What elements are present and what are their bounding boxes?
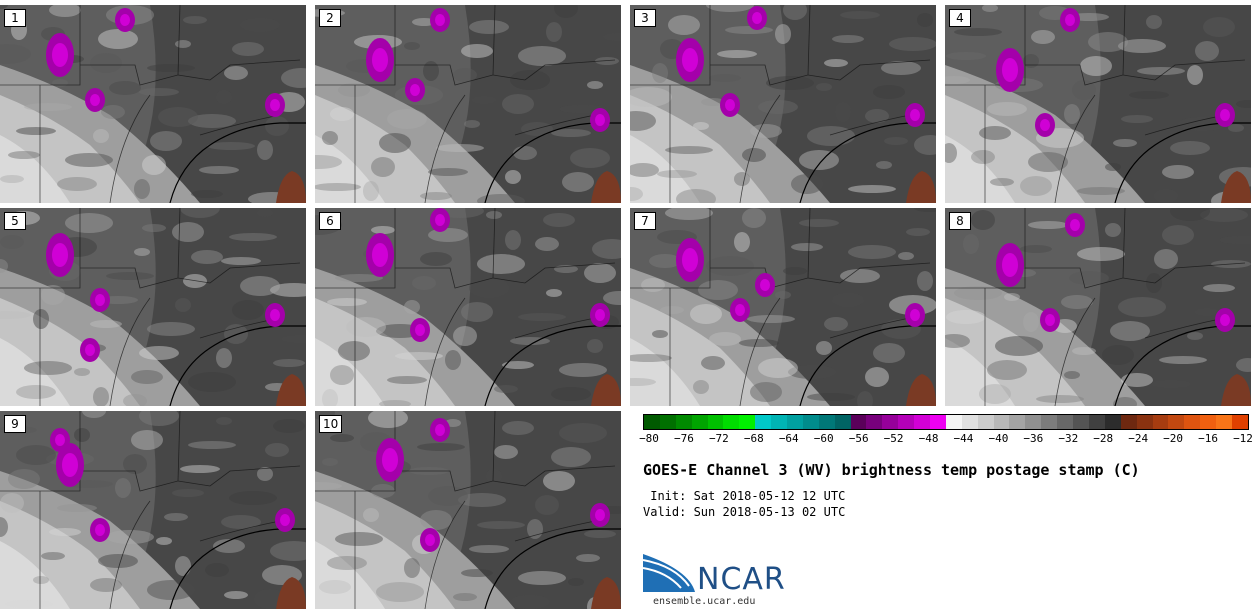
colorbar-segment — [850, 415, 867, 429]
colorbar-tick-label: −36 — [1023, 432, 1044, 445]
colorbar-segment — [755, 415, 772, 429]
colorbar-tick-label: −48 — [918, 432, 939, 445]
colorbar-segment — [818, 415, 835, 429]
panel-number: 4 — [949, 9, 971, 27]
panel-number: 8 — [949, 212, 971, 230]
figure-title: GOES-E Channel 3 (WV) brightness temp po… — [643, 461, 1140, 479]
water-vapor-map — [0, 5, 306, 203]
water-vapor-map — [630, 5, 936, 203]
colorbar-segment — [834, 415, 851, 429]
colorbar-segment — [739, 415, 756, 429]
ncar-logo-icon — [643, 554, 695, 592]
postage-stamp-panel: 8 — [945, 208, 1251, 406]
colorbar-segment — [882, 415, 899, 429]
colorbar-tick-label: −20 — [1163, 432, 1184, 445]
colorbar-segment — [1073, 415, 1089, 429]
ncar-url: ensemble.ucar.edu — [653, 596, 756, 607]
colorbar-segment — [1088, 415, 1105, 429]
colorbar-tick-label: −76 — [674, 432, 694, 445]
postage-stamp-panel: 7 — [630, 208, 936, 406]
colorbar-tick-label: −44 — [953, 432, 974, 445]
postage-stamp-panel: 4 — [945, 5, 1251, 203]
colorbar — [643, 414, 1249, 430]
colorbar-segment — [1104, 415, 1121, 429]
colorbar-segment — [1136, 415, 1153, 429]
valid-time: Valid: Sun 2018-05-13 02 UTC — [643, 505, 846, 519]
colorbar-segment — [1057, 415, 1074, 429]
colorbar-segment — [675, 415, 692, 429]
panel-number: 1 — [4, 9, 26, 27]
colorbar-segment — [945, 415, 962, 429]
water-vapor-map — [315, 5, 621, 203]
colorbar-segment — [1200, 415, 1217, 429]
colorbar-segment — [961, 415, 978, 429]
colorbar-tick-label: −68 — [743, 432, 764, 445]
colorbar-segment — [1168, 415, 1185, 429]
panel-number: 10 — [319, 415, 343, 433]
panel-number: 6 — [319, 212, 341, 230]
colorbar-segment — [802, 415, 819, 429]
colorbar-tick-label: −12 — [1233, 432, 1253, 445]
colorbar-segment — [1152, 415, 1169, 429]
postage-stamp-panel: 3 — [630, 5, 936, 203]
water-vapor-map — [315, 411, 621, 609]
colorbar-tick-label: −56 — [848, 432, 869, 445]
colorbar-tick-labels: −80 −76 −72 −68 −64 −60 −56 −52 −48 −44 −40 −36 −32 −… — [639, 432, 1253, 446]
colorbar-segment — [1184, 415, 1201, 429]
water-vapor-map — [630, 208, 936, 406]
colorbar-segment — [930, 415, 946, 429]
colorbar-tick-label: −60 — [813, 432, 834, 445]
colorbar-tick-label: −16 — [1198, 432, 1218, 445]
colorbar-segment — [659, 415, 676, 429]
colorbar-segment — [993, 415, 1010, 429]
colorbar-segment — [866, 415, 883, 429]
colorbar-segment — [644, 415, 660, 429]
postage-stamp-panel: 9 — [0, 411, 306, 609]
postage-stamp-panel: 1 — [0, 5, 306, 203]
panel-number: 9 — [4, 415, 26, 433]
colorbar-tick-label: −52 — [883, 432, 904, 445]
colorbar-segment — [1231, 415, 1248, 429]
water-vapor-map — [0, 208, 306, 406]
colorbar-segment — [787, 415, 803, 429]
colorbar-tick-label: −24 — [1128, 432, 1149, 445]
colorbar-tick-label: −64 — [778, 432, 799, 445]
colorbar-segment — [1009, 415, 1026, 429]
colorbar-tick-label: −80 — [639, 432, 659, 445]
postage-stamp-panel: 2 — [315, 5, 621, 203]
water-vapor-map — [0, 411, 306, 609]
postage-stamp-panel: 10 — [315, 411, 621, 609]
water-vapor-map — [945, 5, 1251, 203]
colorbar-segment — [707, 415, 724, 429]
water-vapor-map — [945, 208, 1251, 406]
colorbar-segment — [914, 415, 931, 429]
colorbar-segment — [691, 415, 708, 429]
colorbar-tick-label: −72 — [708, 432, 729, 445]
colorbar-segment — [898, 415, 915, 429]
panel-number: 5 — [4, 212, 26, 230]
colorbar-tick-label: −32 — [1058, 432, 1079, 445]
colorbar-segment — [1120, 415, 1137, 429]
colorbar-segment — [723, 415, 740, 429]
colorbar-segment — [1025, 415, 1042, 429]
init-time: Init: Sat 2018-05-12 12 UTC — [643, 489, 846, 503]
colorbar-segment — [771, 415, 788, 429]
panel-number: 7 — [634, 212, 656, 230]
colorbar-tick-label: −28 — [1093, 432, 1114, 445]
colorbar-tick-label: −40 — [988, 432, 1009, 445]
panel-number: 3 — [634, 9, 656, 27]
ncar-logo-text: NCAR — [697, 562, 786, 597]
panel-number: 2 — [319, 9, 341, 27]
postage-stamp-panel: 6 — [315, 208, 621, 406]
colorbar-segment — [1216, 415, 1232, 429]
colorbar-segment — [1041, 415, 1058, 429]
postage-stamp-panel: 5 — [0, 208, 306, 406]
water-vapor-map — [315, 208, 621, 406]
colorbar-segment — [977, 415, 994, 429]
